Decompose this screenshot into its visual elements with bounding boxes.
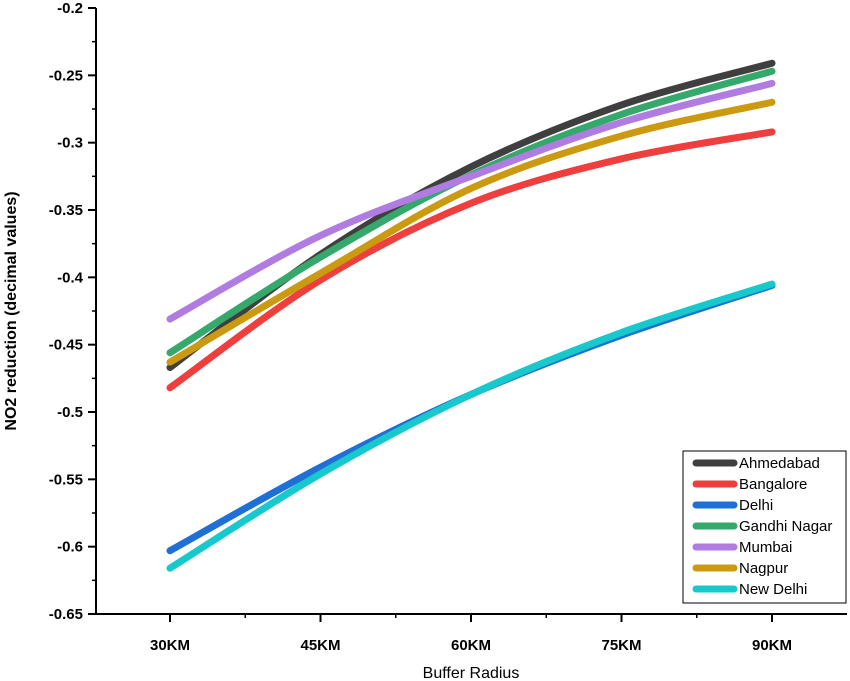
y-axis-ticks: -0.2 -0.25 -0.3 -0.35 -0.4 -0.45 -0.5 -0.55 -0.6… [49, 0, 96, 623]
series-line-bangalore [166, 128, 776, 392]
y-tick-label: -0.5 [57, 404, 83, 421]
legend-items: Ahmedabad Bangalore Delhi Gandhi Nagar Mumba… [692, 455, 832, 598]
y-tick-label: -0.35 [49, 202, 83, 219]
series-line-new-delhi [166, 280, 776, 572]
y-tick-label: -0.45 [49, 337, 83, 354]
x-tick-label: 30KM [150, 637, 190, 654]
legend-label-ahmedabad: Ahmedabad [739, 455, 820, 472]
y-tick-label: -0.6 [57, 539, 83, 556]
y-tick-label: -0.4 [57, 269, 84, 286]
series-line-mumbai [166, 79, 776, 323]
y-tick-label: -0.25 [49, 67, 83, 84]
legend-label-nagpur: Nagpur [739, 560, 788, 577]
legend: Ahmedabad Bangalore Delhi Gandhi Nagar Mumba… [682, 450, 847, 604]
legend-label-new-delhi: New Delhi [739, 581, 807, 598]
legend-label-mumbai: Mumbai [739, 539, 792, 556]
x-tick-label: 45KM [300, 637, 340, 654]
legend-label-delhi: Delhi [739, 497, 773, 514]
y-tick-label: -0.65 [49, 606, 83, 623]
x-tick-label: 75KM [601, 637, 641, 654]
y-tick-label: -0.3 [57, 135, 83, 152]
series-line-nagpur [166, 98, 776, 366]
y-tick-label: -0.2 [57, 0, 83, 17]
x-axis-title: Buffer Radius [423, 665, 520, 681]
legend-label-gandhi-nagar: Gandhi Nagar [739, 518, 832, 535]
series-layer [166, 59, 776, 572]
y-tick-label: -0.55 [49, 471, 83, 488]
x-tick-label: 60KM [451, 637, 491, 654]
y-axis-title: NO2 reduction (decimal values) [3, 191, 20, 430]
x-axis-ticks: 30KM 45KM 60KM 75KM 90KM [150, 614, 792, 654]
x-tick-label: 90KM [752, 637, 792, 654]
legend-label-bangalore: Bangalore [739, 476, 807, 493]
